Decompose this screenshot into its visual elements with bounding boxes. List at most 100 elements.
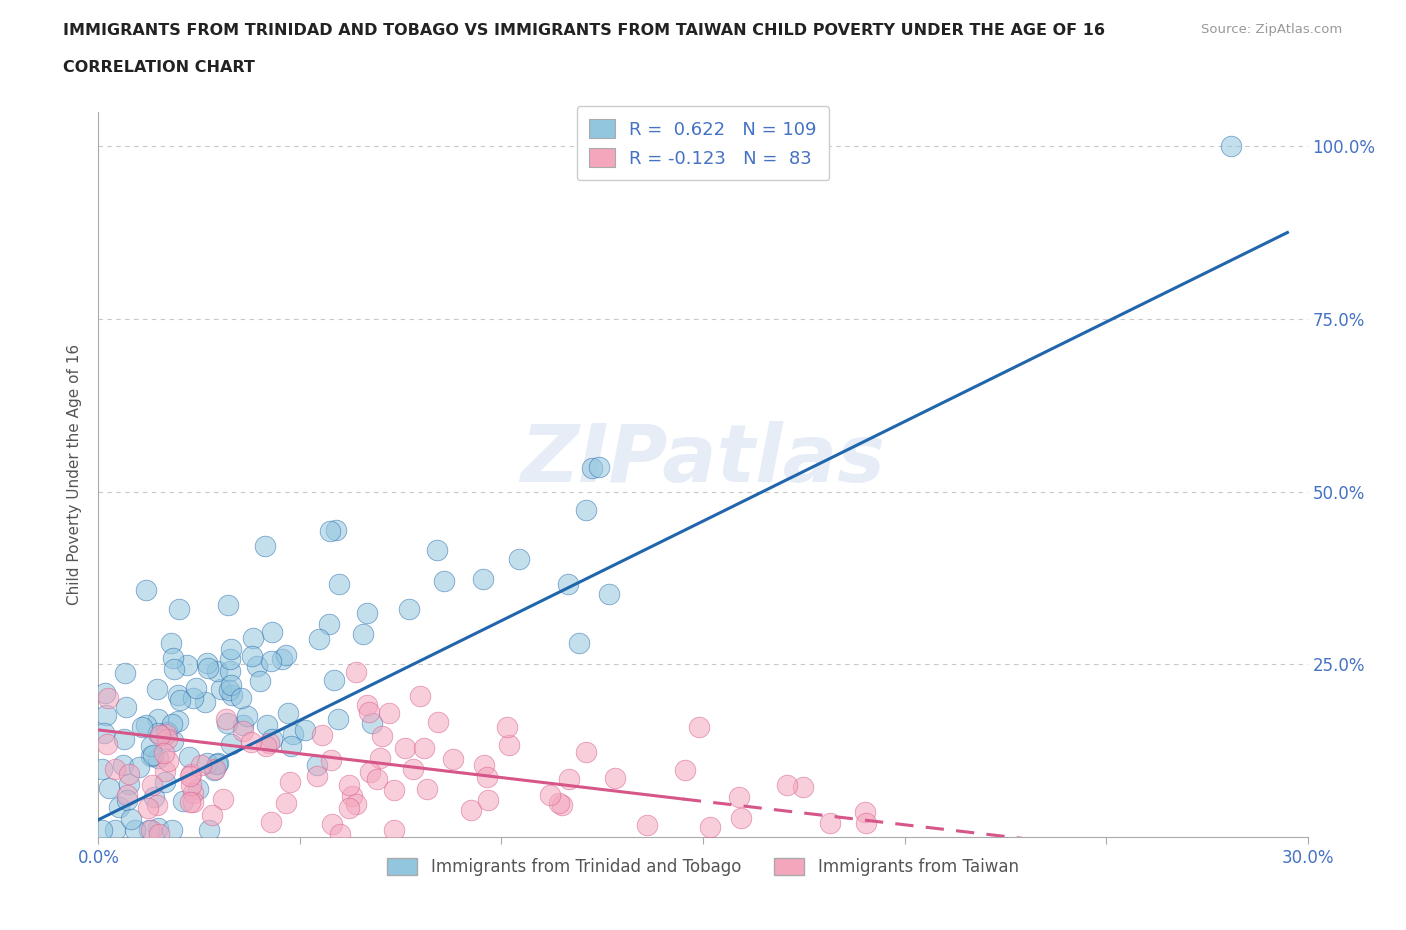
Point [281,726,304,741]
Point [139,749,162,764]
Point [337,801,360,816]
Point [218,682,240,697]
Point [818,816,841,830]
Point [156,731,179,746]
Point [153,775,176,790]
Point [496,720,519,735]
Point [187,782,209,797]
Point [128,760,150,775]
Point [278,775,301,790]
Point [215,716,238,731]
Point [425,542,447,557]
Point [195,755,218,770]
Point [1220,139,1243,153]
Y-axis label: Child Poverty Under the Age of 16: Child Poverty Under the Age of 16 [67,344,83,604]
Point [427,714,450,729]
Point [730,811,752,826]
Text: Source: ZipAtlas.com: Source: ZipAtlas.com [1202,23,1343,36]
Point [262,624,284,639]
Point [277,705,299,720]
Point [114,666,136,681]
Point [219,678,242,693]
Text: IMMIGRANTS FROM TRINIDAD AND TOBAGO VS IMMIGRANTS FROM TAIWAN CHILD POVERTY UNDE: IMMIGRANTS FROM TRINIDAD AND TOBAGO VS I… [63,23,1105,38]
Point [413,741,436,756]
Point [96,737,118,751]
Point [329,826,352,841]
Point [792,779,814,794]
Point [149,727,172,742]
Point [472,758,495,773]
Point [699,819,721,834]
Point [219,652,242,667]
Point [177,750,200,764]
Point [209,682,232,697]
Point [346,796,368,811]
Point [202,763,225,777]
Point [148,826,170,841]
Point [398,602,420,617]
Point [195,656,218,671]
Point [558,771,581,786]
Point [111,758,134,773]
Point [217,597,239,612]
Point [201,807,224,822]
Point [294,723,316,737]
Point [135,717,157,732]
Point [180,777,202,792]
Point [366,772,388,787]
Point [184,681,207,696]
Point [207,756,229,771]
Point [205,663,228,678]
Point [145,682,167,697]
Point [146,821,169,836]
Point [575,745,598,760]
Point [167,602,190,617]
Point [112,731,135,746]
Point [274,796,297,811]
Point [325,523,347,538]
Point [179,768,201,783]
Point [181,794,204,809]
Point [215,711,238,726]
Point [118,766,141,781]
Point [344,664,367,679]
Point [146,751,169,765]
Point [131,720,153,735]
Point [337,777,360,792]
Point [232,717,254,732]
Point [280,738,302,753]
Point [360,715,382,730]
Point [190,758,212,773]
Point [326,711,349,726]
Point [120,812,142,827]
Point [260,653,283,668]
Point [93,725,115,740]
Point [305,758,328,773]
Point [176,658,198,673]
Point [205,757,228,772]
Point [160,823,183,838]
Point [167,713,190,728]
Point [104,762,127,777]
Point [855,816,877,830]
Point [153,746,176,761]
Point [167,687,190,702]
Point [568,636,591,651]
Point [270,652,292,667]
Point [257,736,280,751]
Text: ZIPatlas: ZIPatlas [520,420,886,498]
Point [218,663,240,678]
Point [115,788,138,803]
Point [107,800,129,815]
Point [240,735,263,750]
Point [162,734,184,749]
Point [477,769,499,784]
Point [242,631,264,645]
Point [212,791,235,806]
Point [162,650,184,665]
Point [94,685,117,700]
Point [180,767,202,782]
Point [371,728,394,743]
Point [135,583,157,598]
Point [163,662,186,677]
